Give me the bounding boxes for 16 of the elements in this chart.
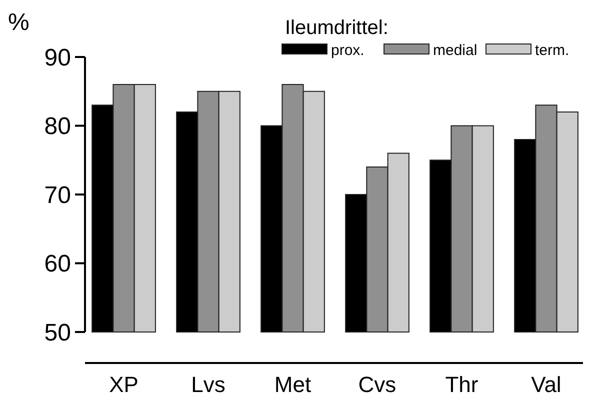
y-tick-label: 60 [44, 250, 71, 278]
legend-label: medial [433, 42, 478, 59]
x-tick-label: XP [109, 372, 138, 397]
y-axis-title: % [8, 9, 30, 36]
x-tick-label: Cvs [358, 372, 396, 397]
legend-title: Ileumdrittel: [285, 17, 388, 39]
y-tick-label: 50 [44, 319, 71, 346]
legend-label: term. [535, 42, 570, 59]
y-tick-label: 70 [44, 182, 71, 209]
x-tick-label: Lvs [191, 372, 226, 397]
x-tick-label: Val [531, 372, 562, 397]
x-tick-label: Thr [445, 372, 478, 397]
legend-label: prox. [331, 42, 364, 59]
x-tick-label: Met [274, 372, 312, 397]
y-tick-label: 80 [44, 113, 71, 140]
y-tick-label: 90 [44, 44, 71, 72]
